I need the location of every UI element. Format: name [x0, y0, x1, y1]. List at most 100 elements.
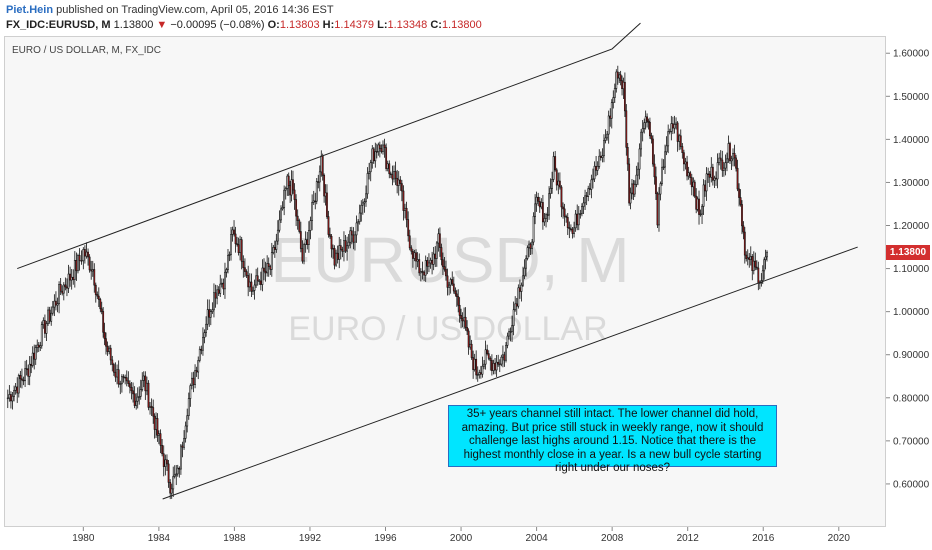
- x-tick-label: 2008: [601, 533, 624, 544]
- candle: [695, 188, 698, 214]
- candle: [157, 430, 160, 445]
- candle: [48, 306, 51, 324]
- candle: [327, 210, 330, 238]
- candle-body: [681, 146, 684, 153]
- candle-body: [631, 183, 633, 194]
- candle: [94, 282, 97, 303]
- candle-body: [234, 233, 237, 245]
- candle-body: [405, 207, 408, 220]
- candle: [742, 221, 745, 240]
- candle: [538, 196, 541, 213]
- candle-body: [484, 349, 487, 365]
- candle-body: [88, 256, 91, 271]
- candle: [230, 227, 232, 261]
- candle: [670, 115, 673, 141]
- high-label: H:: [322, 19, 335, 31]
- candle-body: [94, 284, 97, 295]
- candle-body: [194, 370, 196, 385]
- candle: [755, 260, 758, 271]
- candle: [273, 240, 276, 258]
- y-tick-label: 0.90000: [893, 350, 930, 361]
- candle-body: [418, 259, 421, 274]
- candle-body: [329, 234, 331, 237]
- candle-body: [761, 270, 764, 281]
- candle: [758, 280, 761, 290]
- author-link[interactable]: Piet.Hein: [6, 4, 54, 16]
- candle-body: [91, 269, 94, 272]
- candle-body: [37, 344, 40, 348]
- candle: [318, 165, 321, 192]
- candle-body: [176, 467, 179, 475]
- candle: [45, 320, 48, 341]
- candle: [329, 227, 331, 239]
- candle: [349, 226, 352, 249]
- candle: [748, 253, 751, 268]
- candle-body: [592, 178, 594, 181]
- y-tick-label: 1.10000: [893, 264, 930, 275]
- price-axis[interactable]: 0.60000 0.70000 0.80000 0.90000 1.00000 1.100…: [886, 49, 930, 491]
- down-arrow-icon: ▼: [156, 19, 168, 31]
- candle: [692, 177, 695, 197]
- candle: [276, 220, 279, 245]
- candle-body: [242, 260, 245, 269]
- candle-body: [211, 309, 214, 312]
- publish-info: published on TradingView.com, April 05, …: [56, 4, 334, 16]
- candle: [437, 228, 440, 252]
- candle-body: [599, 155, 602, 158]
- candle: [78, 248, 81, 271]
- candle-body: [460, 315, 462, 319]
- annotation-callout[interactable]: 35+ years channel still intact. The lowe…: [448, 405, 777, 474]
- candle: [270, 242, 273, 277]
- candle: [142, 371, 145, 388]
- candle: [423, 270, 425, 282]
- candle-body: [253, 284, 256, 291]
- candle: [111, 355, 114, 372]
- candle: [514, 296, 517, 312]
- candle: [508, 328, 510, 340]
- candle-body: [662, 166, 665, 169]
- candle: [224, 262, 226, 299]
- candle: [146, 376, 148, 396]
- candle-body: [255, 275, 258, 286]
- candle-body: [522, 275, 524, 286]
- candle-body: [96, 294, 99, 297]
- candle-body: [166, 459, 168, 465]
- candle-body: [192, 377, 195, 385]
- candle-body: [82, 249, 85, 262]
- candle-body: [286, 175, 289, 189]
- candle-body: [164, 459, 167, 467]
- candle-body: [640, 131, 643, 150]
- candle: [139, 379, 142, 400]
- candle-body: [149, 405, 151, 408]
- candle: [623, 72, 626, 117]
- candle: [424, 255, 427, 282]
- candle-body: [498, 363, 501, 366]
- candle: [411, 249, 414, 268]
- candle-body: [537, 196, 540, 202]
- candle: [347, 233, 350, 249]
- candle-body: [155, 418, 157, 430]
- candle: [242, 255, 245, 278]
- candle: [676, 121, 679, 152]
- candle-body: [582, 202, 585, 207]
- candle: [400, 179, 403, 202]
- candle-body: [327, 216, 330, 235]
- candle-body: [449, 279, 452, 286]
- candle: [686, 155, 688, 181]
- candle-body: [604, 137, 607, 141]
- candle-body: [244, 267, 246, 272]
- candle-body: [318, 171, 321, 183]
- candle: [497, 354, 500, 367]
- candle: [87, 248, 89, 266]
- candle: [484, 340, 487, 370]
- candle-body: [647, 120, 650, 123]
- candle: [522, 266, 524, 287]
- time-axis[interactable]: 1980 1984 1988 1992 1996 2000 2004 2008 2012 2016…: [72, 527, 850, 544]
- candle-body: [500, 356, 503, 365]
- candle-body: [661, 166, 663, 184]
- candle: [73, 251, 76, 288]
- candle: [323, 173, 326, 203]
- candle: [132, 382, 134, 403]
- candle-body: [102, 311, 105, 333]
